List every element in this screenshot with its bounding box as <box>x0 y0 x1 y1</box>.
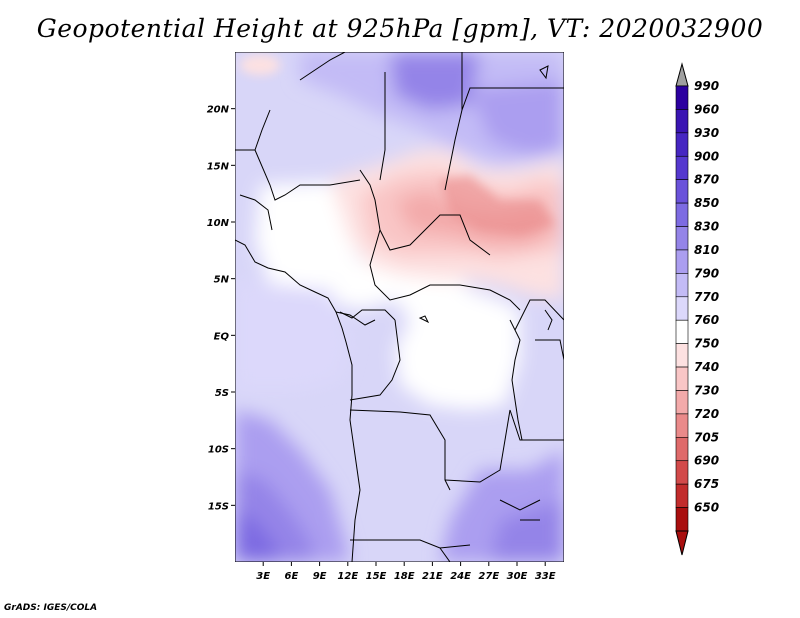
lat-tick-label: EQ <box>214 331 230 342</box>
colorbar-label: 960 <box>694 102 719 116</box>
colorbar-segment <box>675 390 689 415</box>
colorbar-label: 850 <box>694 196 719 210</box>
colorbar-segment <box>675 437 689 462</box>
lat-tick-label: 10S <box>208 445 229 456</box>
field-detail <box>240 55 555 235</box>
field-shading <box>235 52 564 562</box>
lat-tick-label: 5N <box>214 275 230 286</box>
colorbar-label: 750 <box>694 337 719 351</box>
lon-tick-label: 30E <box>507 571 528 582</box>
colorbar-label: 810 <box>694 243 719 257</box>
colorbar-segment <box>675 249 689 274</box>
colorbar-segment <box>675 343 689 368</box>
colorbar-segment <box>675 460 689 485</box>
chart-title: Geopotential Height at 925hPa [gpm], VT:… <box>36 14 764 43</box>
colorbar: 990 960 930 900 870 850 830 810 790 770 760 750 740 7… <box>675 62 719 556</box>
colorbar-label: 790 <box>694 266 719 280</box>
colorbar-segment <box>675 507 689 532</box>
colorbar-label: 675 <box>694 477 719 491</box>
colorbar-over-triangle <box>675 62 689 87</box>
colorbar-label: 690 <box>694 454 719 468</box>
lon-tick-label: 33E <box>535 571 556 582</box>
colorbar-segment <box>675 273 689 298</box>
lon-tick-label: 3E <box>256 571 270 582</box>
lat-tick-label: 15S <box>208 501 229 512</box>
borders <box>235 52 564 562</box>
colorbar-label: 705 <box>694 430 719 444</box>
colorbar-label: 870 <box>694 173 719 187</box>
map-panel <box>235 52 564 562</box>
colorbar-segment <box>675 366 689 391</box>
colorbar-segment <box>675 155 689 180</box>
colorbar-label: 930 <box>694 126 719 140</box>
lat-tick-label: 10N <box>207 218 230 229</box>
colorbar-label: 730 <box>694 383 719 397</box>
colorbar-segment <box>675 132 689 157</box>
colorbar-segment <box>675 202 689 227</box>
colorbar-label: 830 <box>694 220 719 234</box>
lon-tick-label: 24E <box>450 571 471 582</box>
colorbar-label: 990 <box>694 79 719 93</box>
lat-tick-label: 15N <box>207 161 230 172</box>
lon-tick-label: 15E <box>366 571 387 582</box>
colorbar-segment <box>675 179 689 204</box>
lon-tick-label: 27E <box>478 571 499 582</box>
lon-tick-label: 18E <box>394 571 415 582</box>
colorbar-segment <box>675 483 689 508</box>
lon-tick-label: 6E <box>285 571 299 582</box>
lon-tick-label: 9E <box>313 571 327 582</box>
colorbar-under-triangle <box>675 530 689 556</box>
lat-axis: 20N 15N 10N 5N EQ 5S 10S 15S <box>207 105 235 512</box>
colorbar-segment <box>675 296 689 321</box>
lon-axis: 3E 6E 9E 12E 15E 18E 21E 24E 27E 30E 33E <box>256 562 556 582</box>
colorbar-segment <box>675 319 689 344</box>
lat-tick-label: 20N <box>207 105 230 116</box>
colorbar-label: 900 <box>694 149 719 163</box>
credit-label: GrADS: IGES/COLA <box>4 603 98 613</box>
lon-tick-label: 12E <box>337 571 358 582</box>
colorbar-segment <box>675 413 689 438</box>
lon-tick-label: 21E <box>422 571 443 582</box>
colorbar-label: 650 <box>694 501 719 515</box>
colorbar-label: 720 <box>694 407 719 421</box>
colorbar-segment <box>675 85 689 110</box>
colorbar-label: 770 <box>694 290 719 304</box>
colorbar-segment <box>675 226 689 251</box>
lat-tick-label: 5S <box>215 388 229 399</box>
colorbar-segment <box>675 109 689 134</box>
colorbar-label: 760 <box>694 313 719 327</box>
colorbar-label: 740 <box>694 360 719 374</box>
